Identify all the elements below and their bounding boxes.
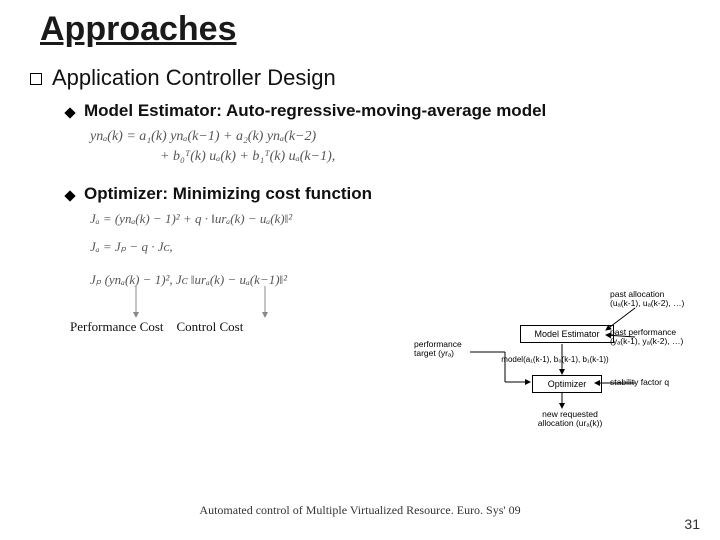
page-number: 31 [684,516,700,532]
slide-container: Approaches Application Controller Design… [0,0,720,540]
sub-text-2: Optimizer: Minimizing cost function [84,184,372,204]
controller-diagram: Model Estimator Optimizer performance ta… [410,290,710,440]
section-row: Application Controller Design [30,65,690,91]
formula-Ja: Jₐ = (ynₐ(k) − 1)² + q · ‖urₐ(k) − uₐ(k)… [90,210,410,228]
diagram-arrows-icon [410,290,710,440]
formula-split: Jₐ = Jₚ − q · Jᴄ, [90,238,410,256]
square-bullet-icon [30,73,42,85]
section-heading: Application Controller Design [52,65,336,91]
formula-arma-line2: + b₀ᵀ(k) uₐ(k) + b₁ᵀ(k) uₐ(k−1), [160,147,690,167]
formula-arma-line1: ynₐ(k) = a₁(k) ynₐ(k−1) + a₂(k) ynₐ(k−2) [90,127,690,147]
formula-arma: ynₐ(k) = a₁(k) ynₐ(k−1) + a₂(k) ynₐ(k−2)… [90,127,690,166]
sub-row-2: Optimizer: Minimizing cost function [66,184,690,204]
sub-text-1: Model Estimator: Auto-regressive-moving-… [84,101,546,121]
diamond-bullet-icon [64,191,75,202]
sub-row-1: Model Estimator: Auto-regressive-moving-… [66,101,690,121]
footer-citation: Automated control of Multiple Virtualize… [0,503,720,518]
page-title: Approaches [40,10,690,49]
cost-arrows-icon [90,284,370,324]
diamond-bullet-icon [64,107,75,118]
formula-cost: Jₐ = (ynₐ(k) − 1)² + q · ‖urₐ(k) − uₐ(k)… [90,210,410,289]
